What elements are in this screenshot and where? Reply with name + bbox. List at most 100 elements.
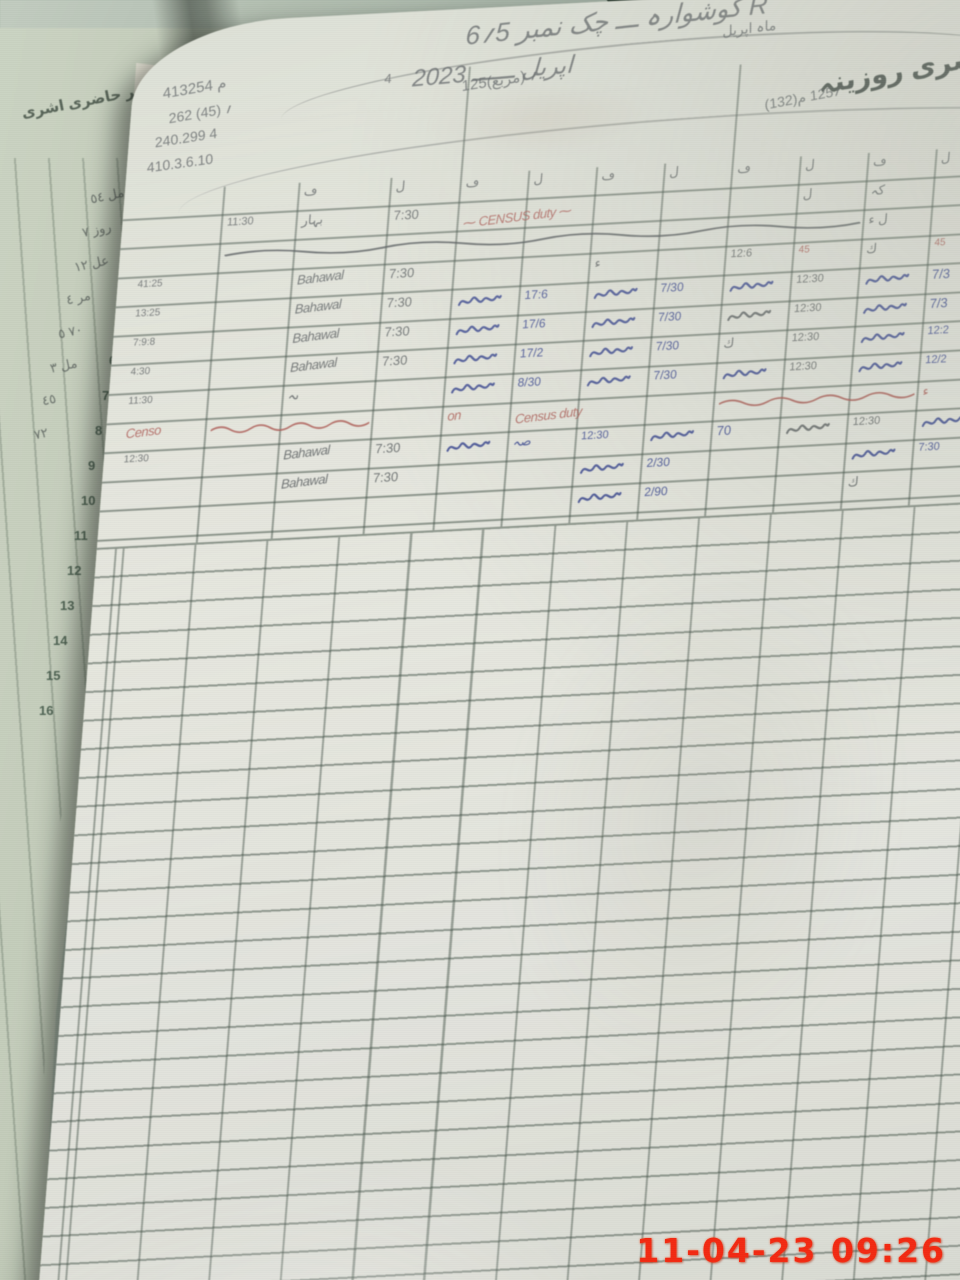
ledger-cell bbox=[456, 290, 503, 312]
ledger-cell bbox=[849, 444, 896, 466]
ledger-cell bbox=[858, 327, 905, 349]
signature-scribble bbox=[579, 462, 624, 474]
ledger-cell: صہ bbox=[512, 432, 533, 449]
ledger-row: Bahawal 7:30 2/30 7:30 bbox=[100, 423, 960, 513]
ledger-cell: ڡ bbox=[303, 182, 319, 199]
signature-scribble bbox=[863, 302, 907, 314]
ledger-cell bbox=[863, 269, 910, 291]
ledger-cell bbox=[725, 305, 772, 327]
ledger-empty-grid bbox=[0, 489, 960, 1280]
signature-scribble bbox=[591, 317, 636, 329]
ledger-cell: ڡ bbox=[601, 167, 616, 183]
ledger-cell: ل bbox=[804, 156, 816, 173]
ledger-cell: 13:25 bbox=[134, 307, 161, 320]
ledger-cell bbox=[784, 418, 831, 440]
signature-scribble bbox=[457, 294, 502, 307]
ledger-cell bbox=[718, 385, 916, 409]
left-page-row-number: 11 bbox=[74, 528, 88, 543]
ledger-cell: 2/30 bbox=[646, 454, 671, 471]
ledger-row: ل ءل bbox=[118, 190, 960, 280]
ledger-cell: on bbox=[447, 407, 461, 424]
signature-scribble bbox=[586, 375, 631, 387]
left-page-row-number: 15 bbox=[46, 668, 61, 683]
ledger-cell: 12:30 bbox=[788, 359, 818, 374]
ledger-cell: 17:6 bbox=[524, 286, 549, 303]
signature-scribble bbox=[785, 422, 830, 435]
ledger-cell: ك bbox=[847, 473, 860, 490]
signature-scribble bbox=[650, 430, 695, 442]
ledger-cell: 12:30 bbox=[123, 453, 150, 466]
ledger-cell: 7:30 bbox=[917, 440, 941, 454]
ledger-cell: ڡ bbox=[736, 160, 752, 176]
ledger-cell: 17/6 bbox=[521, 316, 547, 332]
ledger-cell: ك bbox=[865, 240, 878, 257]
ledger-cell: 12:30 bbox=[791, 330, 820, 345]
ledger-cell: 8/30 bbox=[517, 374, 542, 390]
ledger-cell: 7/30 bbox=[657, 308, 682, 325]
ledger-cell: 7/30 bbox=[655, 338, 680, 354]
ledger-cell: 7:30 bbox=[386, 293, 413, 311]
ledger-cell: ل ء bbox=[868, 210, 889, 228]
ledger-cell: 2/90 bbox=[643, 483, 669, 500]
ledger-cell: ڡ bbox=[872, 152, 888, 169]
ledger-cell: 11:30 bbox=[226, 215, 255, 229]
signature-scribble bbox=[446, 440, 491, 452]
header-handwriting-entry: 262 ؍ (45) bbox=[168, 99, 234, 127]
ledger-cell: ء bbox=[594, 255, 602, 271]
ledger-cell bbox=[444, 436, 491, 458]
ledger-cell: Bahawal bbox=[290, 354, 337, 376]
ledger-cell: 7/3 bbox=[931, 265, 951, 282]
ledger-cell: 7/3 bbox=[929, 294, 949, 311]
ledger-cell: 7:30 bbox=[388, 264, 415, 282]
ledger-cell bbox=[589, 312, 636, 334]
ledger-cell: Censo bbox=[125, 422, 162, 442]
ledger-cell bbox=[591, 283, 638, 305]
ledger-cell bbox=[861, 298, 908, 320]
ledger-cell: Bahawal bbox=[296, 266, 344, 288]
ledger-cell: 12:30 bbox=[852, 414, 881, 429]
strike-wave bbox=[718, 391, 915, 406]
ledger-cell: 45 bbox=[798, 244, 811, 256]
ledger-cell bbox=[585, 371, 632, 393]
signature-scribble bbox=[921, 415, 960, 427]
ledger-cell: 12:2 bbox=[927, 323, 950, 338]
ledger-cell bbox=[451, 349, 498, 371]
ledger-cell: 4:30 bbox=[130, 365, 151, 378]
signature-scribble bbox=[729, 280, 774, 292]
header-handwriting-entry: 410.3.6.10 bbox=[146, 150, 214, 176]
ledger-cell: ل bbox=[533, 170, 544, 187]
signature-scribble bbox=[455, 324, 500, 336]
left-page-row-number: 10 bbox=[81, 493, 96, 508]
ledger-cell: 7/30 bbox=[652, 367, 678, 383]
signature-scribble bbox=[727, 309, 772, 321]
ledger-cell: 7:9:8 bbox=[132, 336, 156, 349]
ledger-cell: 7:30 bbox=[381, 352, 408, 369]
signature-scribble bbox=[722, 368, 767, 380]
camera-timestamp: 11-04-23 09:26 bbox=[636, 1231, 946, 1270]
ledger-cell: 7:30 bbox=[393, 206, 420, 223]
ledger-cell: ٮہ bbox=[287, 387, 300, 403]
ledger-cell bbox=[920, 411, 960, 433]
ledger-cell bbox=[727, 276, 774, 298]
ledger-cell: 70 bbox=[716, 422, 732, 439]
signature-scribble bbox=[593, 287, 638, 299]
ledger-cell: 41:25 bbox=[137, 278, 163, 291]
ledger-cell: 12:30 bbox=[795, 272, 825, 286]
strike-wave bbox=[223, 221, 862, 257]
signature-scribble bbox=[589, 346, 634, 358]
ledger-cell bbox=[575, 487, 622, 509]
ledger-cell: Bahawal bbox=[280, 471, 328, 492]
ledger-cell: 17/2 bbox=[519, 345, 544, 361]
ledger-cell bbox=[856, 356, 903, 378]
left-page-row-number: 12 bbox=[67, 563, 82, 578]
left-page-scribble: ٤٥ bbox=[40, 390, 58, 409]
strike-wave bbox=[210, 419, 370, 433]
